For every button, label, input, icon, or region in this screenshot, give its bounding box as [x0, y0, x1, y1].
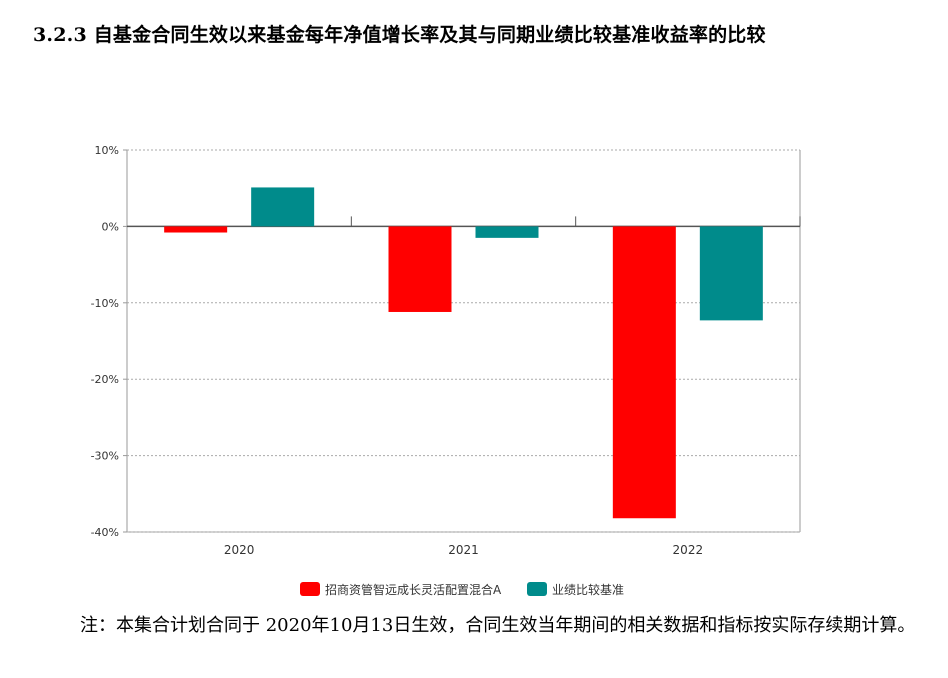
y-tick-label: 0%: [102, 220, 119, 233]
bar-chart: 10% 0% -10% -20% -30% -40% 2020 2021 2022 招商资管智…: [91, 144, 801, 597]
bar-2022-series-1: [612, 226, 676, 519]
x-tick-label: 2021: [448, 543, 479, 557]
x-tick-label: 2022: [673, 543, 704, 557]
legend-swatch-1: [300, 582, 320, 596]
legend-swatch-2: [527, 582, 547, 596]
section-heading: 3.2.3 自基金合同生效以来基金每年净值增长率及其与同期业绩比较基准收益率的比…: [33, 24, 766, 46]
legend-label-1: 招商资管智远成长灵活配置混合A: [325, 582, 502, 597]
bar-2020-series-1: [164, 226, 228, 233]
footnote: 注：本集合计划合同于 2020年10月13日生效，合同生效当年期间的相关数据和指…: [80, 615, 916, 636]
y-tick-label: 10%: [95, 144, 119, 157]
y-tick-label: -30%: [91, 450, 119, 463]
bar-2021-series-2: [475, 226, 539, 238]
bar-2020-series-2: [251, 187, 315, 227]
y-tick-label: -20%: [91, 373, 119, 386]
y-tick-label: -40%: [91, 526, 119, 539]
x-tick-label: 2020: [224, 543, 255, 557]
legend-label-2: 业绩比较基准: [552, 582, 624, 597]
bar-2022-series-2: [699, 226, 763, 321]
y-tick-label: -10%: [91, 297, 119, 310]
bar-2021-series-1: [388, 226, 452, 312]
